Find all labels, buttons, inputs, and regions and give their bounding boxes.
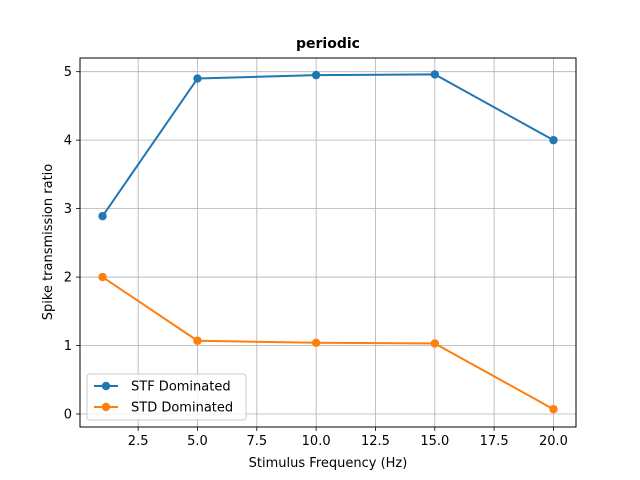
series-layer	[98, 70, 558, 414]
y-tick-label: 5	[64, 65, 72, 80]
grid	[80, 58, 576, 427]
legend: STF Dominated STD Dominated	[86, 373, 247, 421]
chart-title: periodic	[296, 36, 360, 52]
x-tick-label: 5.0	[187, 434, 208, 449]
legend-box	[86, 373, 247, 421]
plot-frame	[79, 57, 577, 428]
legend-label-std-dominated: STD Dominated	[131, 401, 233, 416]
data-point-stf-dominated	[98, 211, 107, 221]
x-tick-label: 7.5	[246, 434, 267, 449]
data-point-std-dominated	[549, 405, 558, 414]
series-line-stf-dominated	[101, 73, 554, 217]
data-point-std-dominated	[311, 338, 321, 347]
y-axis-label: Spike transmission ratio	[41, 164, 56, 321]
x-axis-label: Stimulus Frequency (Hz)	[249, 456, 408, 471]
data-point-stf-dominated	[430, 70, 439, 79]
legend-label-stf-dominated: STF Dominated	[131, 380, 231, 395]
y-tick-label: 0	[64, 407, 72, 422]
data-point-stf-dominated	[549, 135, 558, 145]
ticks: 2.5 5.0 7.5 10.0 12.5 15.0 17.5 20.0 0 1 2 3 4 5	[64, 65, 568, 449]
y-tick-label: 4	[64, 134, 72, 149]
data-point-std-dominated	[430, 339, 439, 348]
legend-marker-std-dominated	[101, 402, 111, 412]
data-point-stf-dominated	[311, 70, 321, 80]
x-tick-label: 15.0	[420, 434, 449, 449]
y-tick-label: 2	[64, 271, 72, 286]
data-point-std-dominated	[98, 272, 107, 282]
data-point-stf-dominated	[193, 74, 202, 83]
y-tick-label: 1	[64, 339, 72, 354]
y-tick-label: 3	[64, 202, 72, 217]
x-tick-label: 17.5	[480, 434, 509, 449]
x-tick-label: 2.5	[128, 434, 149, 449]
x-tick-label: 12.5	[361, 434, 390, 449]
legend-marker-stf-dominated	[101, 381, 111, 391]
data-point-std-dominated	[193, 336, 202, 345]
x-tick-label: 10.0	[302, 434, 331, 449]
x-tick-label: 20.0	[539, 434, 568, 449]
